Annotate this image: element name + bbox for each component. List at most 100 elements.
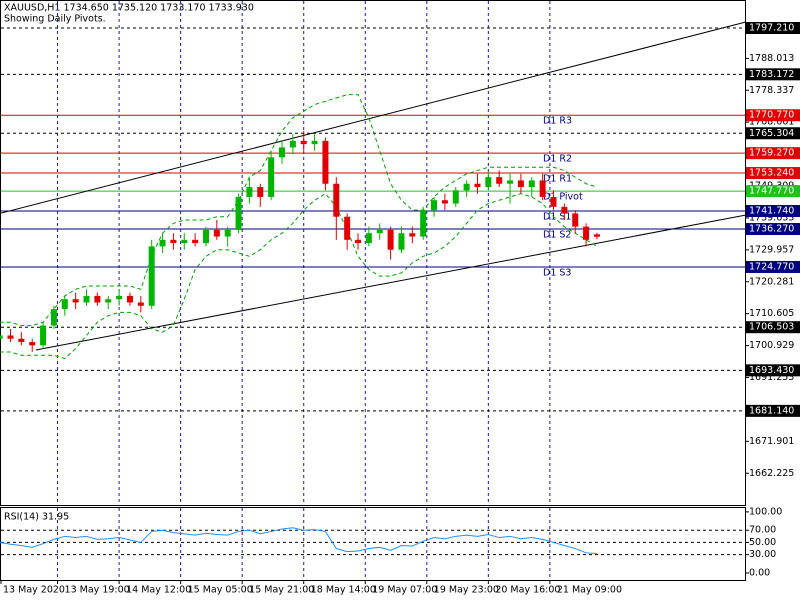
candle-body: [561, 206, 568, 214]
candle-body: [507, 180, 514, 184]
rsi-tick-label: 0.00: [749, 567, 770, 578]
pivot-label-box: [746, 167, 800, 180]
pivot-label-box: [746, 260, 800, 273]
candle-body: [376, 229, 383, 234]
candle-body: [170, 239, 177, 244]
rsi-panel: [0, 507, 746, 581]
candle-body: [517, 180, 524, 188]
bollinger-band: [0, 94, 598, 327]
level-label: 1765.304: [749, 128, 794, 139]
candle-body: [246, 187, 253, 197]
level-label: 1706.503: [749, 322, 794, 333]
pivot-label: 1736.270: [749, 224, 794, 235]
pivot-name: D1 S1: [543, 211, 571, 222]
pivot-label-box: [746, 147, 800, 160]
x-tick-label: 21 May 09:00: [557, 585, 622, 596]
pivot-label: 1741.740: [749, 205, 794, 216]
candle-body: [61, 299, 68, 310]
pivot-name: D1 S2: [543, 230, 571, 241]
candle-body: [116, 295, 123, 300]
candle-body: [311, 140, 318, 145]
candle-body: [50, 309, 57, 326]
pivot-name: D1 R2: [543, 154, 572, 165]
candle-body: [0, 335, 3, 339]
y-tick-label: 1778.337: [749, 85, 794, 96]
candle-body: [409, 233, 416, 237]
candle-body: [463, 183, 470, 191]
y-tick-label: 1700.929: [749, 340, 794, 351]
x-tick-label: 18 May 14:00: [311, 585, 376, 596]
pivot-label: 1753.240: [749, 168, 794, 179]
y-tick-label: 1710.605: [749, 308, 794, 319]
candle-body: [572, 213, 579, 227]
candle-body: [126, 295, 133, 303]
pivot-name: D1 R3: [543, 116, 572, 127]
pivot-label-box: [746, 204, 800, 217]
level-label: 1693.430: [749, 365, 794, 376]
candle-body: [278, 147, 285, 158]
pivot-label: 1724.770: [749, 261, 794, 272]
candle-body: [496, 177, 503, 184]
candle-body: [148, 246, 155, 306]
candle-body: [441, 200, 448, 204]
x-tick-label: 19 May 23:00: [434, 585, 499, 596]
trend-line: [35, 214, 746, 351]
candle-body: [431, 200, 438, 211]
pivot-label: 1747.770: [749, 186, 794, 197]
candle-body: [398, 233, 405, 250]
candle-body: [355, 239, 362, 244]
candle-body: [365, 233, 372, 244]
pivot-label: 1770.770: [749, 110, 794, 121]
candle-body: [474, 183, 481, 188]
rsi-tick-label: 50.00: [749, 537, 776, 548]
rsi-title: RSI(14) 31.95: [4, 512, 69, 523]
bollinger-band: [0, 192, 598, 360]
candle-body: [18, 338, 25, 343]
candle-body: [452, 190, 459, 204]
level-label-box: [746, 321, 800, 334]
x-tick-label: 14 May 12:00: [126, 585, 191, 596]
candle-body: [235, 196, 242, 230]
trend-line: [0, 21, 746, 214]
rsi-tick-label: 70.00: [749, 525, 776, 536]
y-tick-label: 1768.661: [749, 117, 794, 128]
pivot-name: D1 Pivot: [543, 192, 583, 203]
x-tick-label: 13 May 2020: [3, 585, 65, 596]
y-tick-label: 1691.253: [749, 372, 794, 383]
x-tick-label: 13 May 19:00: [65, 585, 130, 596]
candle-body: [420, 210, 427, 237]
chart-title: XAUUSD,H1 1734.650 1735.120 1733.170 173…: [4, 3, 254, 14]
candle-body: [181, 239, 188, 244]
main-panel: [0, 0, 746, 506]
candle-body: [29, 342, 36, 346]
candle-body: [539, 180, 546, 197]
candle-body: [213, 229, 220, 237]
candle-body: [322, 140, 329, 184]
candle-body: [137, 302, 144, 306]
level-label: 1797.210: [749, 23, 794, 34]
candle-body: [72, 299, 79, 303]
candle-body: [333, 183, 340, 217]
x-tick-label: 15 May 21:00: [249, 585, 314, 596]
level-label: 1783.172: [749, 69, 794, 80]
y-tick-label: 1729.957: [749, 244, 794, 255]
x-tick-label: 19 May 07:00: [372, 585, 437, 596]
level-label: 1681.140: [749, 405, 794, 416]
candle-body: [583, 226, 590, 240]
rsi-line: [0, 527, 597, 554]
rsi-tick-label: 30.00: [749, 549, 776, 560]
x-tick-label: 20 May 16:00: [495, 585, 560, 596]
level-label-box: [746, 404, 800, 417]
y-tick-label: 1739.633: [749, 212, 794, 223]
candle-body: [192, 239, 199, 244]
level-label-box: [746, 68, 800, 81]
candle-body: [300, 140, 307, 145]
candle-body: [289, 140, 296, 148]
candle-body: [550, 196, 557, 207]
candle-body: [94, 295, 101, 303]
pivot-name: D1 R1: [543, 174, 572, 185]
candle-body: [7, 335, 14, 339]
candle-body: [257, 187, 264, 197]
candle-body: [224, 229, 231, 237]
